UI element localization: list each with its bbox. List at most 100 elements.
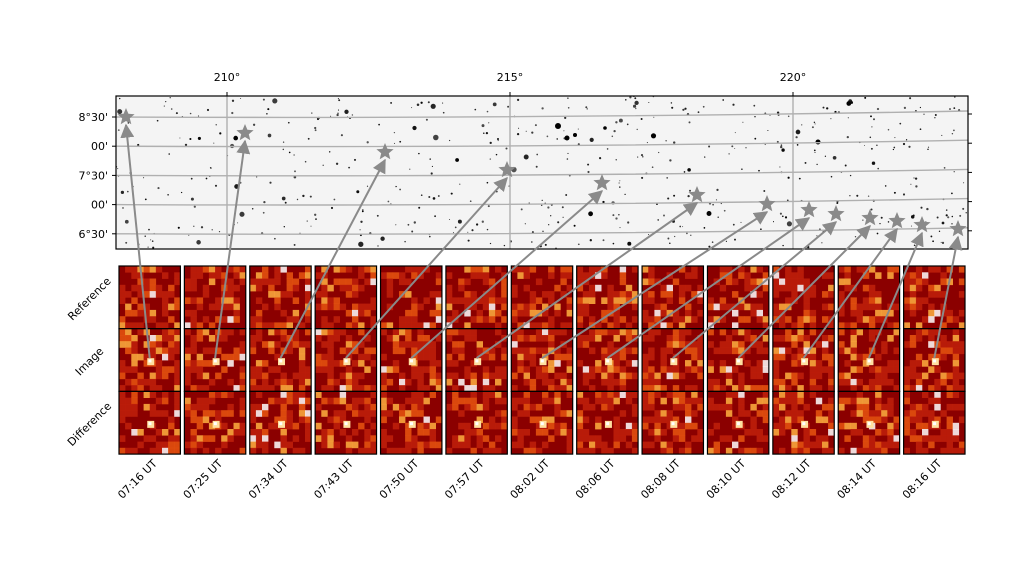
field-star [144,198,147,201]
field-star [481,220,484,223]
field-star [486,181,489,184]
field-star [205,177,208,180]
field-star [941,221,945,225]
field-star [431,165,433,167]
field-star [336,113,339,117]
cutout-image-7 [576,328,639,393]
asteroid-position-marker [913,216,931,233]
field-star [434,215,436,218]
field-star [867,195,870,197]
field-star [284,201,287,204]
field-star [196,240,201,245]
dec-tick-label: 8°30' [78,111,108,124]
field-star [437,195,440,197]
field-star [821,242,823,244]
field-star [348,166,351,169]
cutout-difference-11 [837,390,901,455]
field-star [915,185,918,188]
field-star [871,126,873,128]
field-star [741,168,743,170]
field-star [822,106,825,109]
field-star [702,105,705,108]
field-star [588,211,593,217]
field-star [869,136,872,139]
field-star [854,236,857,238]
field-star [894,137,896,139]
row-label: Reference [65,275,114,324]
field-star [879,222,881,225]
field-star [416,103,420,107]
field-star [754,116,756,118]
field-star [302,194,305,198]
field-star [930,235,933,238]
field-star [612,214,615,217]
field-star [919,128,922,131]
cutout-difference-0 [118,390,181,455]
field-star [637,156,639,158]
field-star [667,237,670,240]
cutout-image-2 [249,328,312,393]
field-star [337,112,339,115]
field-star [779,212,782,215]
field-star [262,211,265,214]
field-star [485,131,489,135]
field-star [425,118,428,121]
field-star [669,242,671,245]
field-star [716,188,719,192]
cutout-reference-7 [576,265,639,330]
field-star [732,103,735,106]
asteroid-position-marker [949,220,967,237]
field-star [798,177,801,180]
field-star [169,97,171,99]
field-star [587,163,590,166]
field-star [683,171,686,173]
field-star [282,141,285,143]
field-star [488,122,490,124]
field-star [296,198,299,201]
field-star [599,157,602,160]
field-star [314,213,317,216]
field-star [566,158,569,160]
field-star [269,181,272,184]
field-star [190,177,193,180]
field-star [165,100,167,103]
field-star [531,231,534,234]
field-star [795,136,798,139]
position-arrow [867,231,924,359]
time-label: 07:50 UT [377,457,422,502]
field-star [239,211,245,217]
field-star [378,123,380,126]
field-star [330,206,334,210]
field-star [430,172,433,175]
field-star [814,151,816,154]
field-star [127,190,129,193]
field-star [880,216,883,219]
field-star [734,132,736,134]
field-star [909,97,912,100]
field-star [344,109,349,114]
field-star [657,219,660,221]
field-star [624,193,626,196]
field-star [850,101,854,104]
field-star [209,166,211,169]
field-star [237,222,239,224]
field-star [147,246,149,248]
field-star [387,200,390,203]
cutout-difference-4 [379,390,443,455]
field-star [299,232,301,234]
field-star [787,115,790,118]
field-star [636,128,638,131]
field-star [927,146,930,148]
field-star [486,228,489,231]
field-star [266,113,268,115]
field-star [769,114,771,117]
field-star [214,184,218,187]
field-star [745,147,747,149]
field-star [688,121,691,124]
position-arrow [476,202,699,359]
asteroid-position-marker [376,143,394,160]
field-star [450,192,453,195]
field-star [870,147,873,150]
ra-tick-label: 215° [497,71,524,84]
field-star [335,162,339,165]
